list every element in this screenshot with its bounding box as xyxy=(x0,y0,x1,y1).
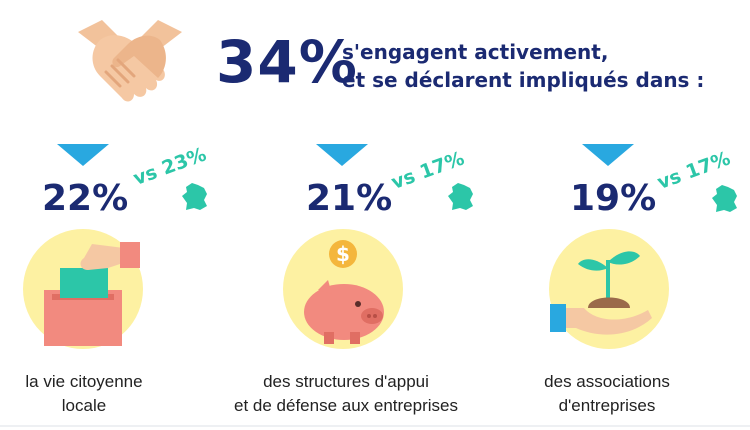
handshake-icon xyxy=(78,20,182,102)
stat-description: la vie citoyenne locale xyxy=(25,372,143,415)
down-triangle-icon xyxy=(582,144,634,166)
stat-column-2: 21% vs 17% $ des structures d'appui et d… xyxy=(234,0,500,430)
france-map-icon xyxy=(712,185,737,212)
stat-description: des structures d'appui et de défense aux… xyxy=(234,372,458,415)
sprout-in-hand-illustration xyxy=(549,229,669,349)
down-triangle-icon xyxy=(57,144,109,166)
piggy-bank-illustration: $ xyxy=(283,229,403,349)
france-map-icon xyxy=(182,183,207,210)
header-line-1: s'engagent activement, xyxy=(342,40,609,64)
stat-column-1: 22% vs 23% la vie citoyenne locale xyxy=(0,0,250,430)
header-line-2: et se déclarent impliqués dans : xyxy=(342,68,705,92)
ballot-box-illustration xyxy=(23,229,143,349)
stat-description: des associations d'entreprises xyxy=(544,372,670,415)
header-text: s'engagent activement, et se déclarent i… xyxy=(342,38,704,94)
stat-column-3: 19% vs 17% des associations d'entreprise… xyxy=(500,0,750,430)
bottom-divider xyxy=(0,425,750,427)
france-map-icon xyxy=(448,183,473,210)
stat-percent: 21% xyxy=(306,178,393,219)
stat-percent: 22% xyxy=(42,178,129,219)
down-triangle-icon xyxy=(316,144,368,166)
svg-text:$: $ xyxy=(336,242,350,266)
stat-percent: 19% xyxy=(570,178,657,219)
header-percent: 34% xyxy=(216,28,358,96)
